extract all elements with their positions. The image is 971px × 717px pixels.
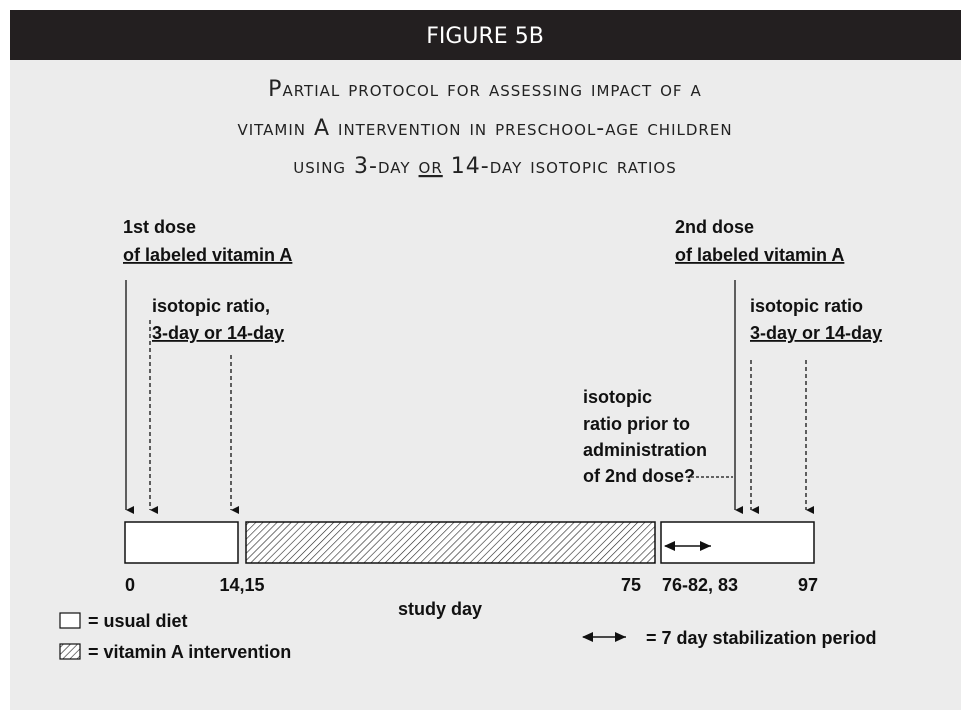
label: 3-day or 14-day <box>750 323 882 343</box>
tick-label: 75 <box>621 575 641 595</box>
axis-label: study day <box>398 599 482 619</box>
title-line: Partial protocol for assessing impact of… <box>268 77 702 102</box>
label: isotopic ratio, <box>152 296 270 316</box>
label: ratio prior to <box>583 414 690 434</box>
legend-label: = vitamin A intervention <box>88 642 291 662</box>
title-line: vitamin A intervention in preschool-age … <box>237 116 732 141</box>
usual-diet-box <box>124 521 239 564</box>
header-bar <box>10 10 961 60</box>
usual-diet-box <box>660 521 815 564</box>
legend-swatch <box>59 643 81 660</box>
label: isotopic ratio <box>750 296 863 316</box>
label: 2nd dose <box>675 217 754 237</box>
tick-label: 0 <box>125 575 135 595</box>
legend-swatch <box>59 612 81 629</box>
tick-label: 76-82, 83 <box>662 575 738 595</box>
title-line: using 3-day or 14-day isotopic ratios <box>293 154 676 179</box>
label: of labeled vitamin A <box>123 245 292 265</box>
tick-label: 14,15 <box>219 575 264 595</box>
label: isotopic <box>583 387 652 407</box>
label: 1st dose <box>123 217 196 237</box>
label: of 2nd dose? <box>583 466 695 486</box>
legend-label: = usual diet <box>88 611 188 631</box>
tick-label: 97 <box>798 575 818 595</box>
panel <box>10 60 961 710</box>
label: of labeled vitamin A <box>675 245 844 265</box>
label: 3-day or 14-day <box>152 323 284 343</box>
arrows <box>125 280 814 514</box>
legend-label: = 7 day stabilization period <box>646 628 877 648</box>
label: administration <box>583 440 707 460</box>
intervention-box <box>245 521 656 564</box>
header-title: FIGURE 5B <box>426 24 544 49</box>
